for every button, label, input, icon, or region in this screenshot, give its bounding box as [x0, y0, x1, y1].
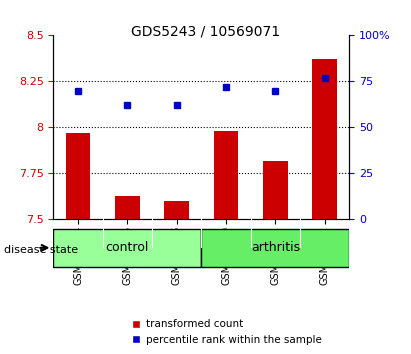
Bar	[214, 131, 238, 219]
Text: disease state: disease state	[4, 245, 78, 255]
Text: arthritis: arthritis	[251, 241, 300, 254]
Bar	[263, 161, 288, 219]
Bar	[312, 59, 337, 219]
Bar	[66, 133, 90, 219]
Bar	[115, 195, 140, 219]
Text: control: control	[106, 241, 149, 254]
Bar	[164, 201, 189, 219]
FancyBboxPatch shape	[53, 229, 201, 267]
FancyBboxPatch shape	[201, 229, 349, 267]
Legend: transformed count, percentile rank within the sample: transformed count, percentile rank withi…	[126, 315, 326, 349]
Text: GDS5243 / 10569071: GDS5243 / 10569071	[131, 25, 280, 39]
